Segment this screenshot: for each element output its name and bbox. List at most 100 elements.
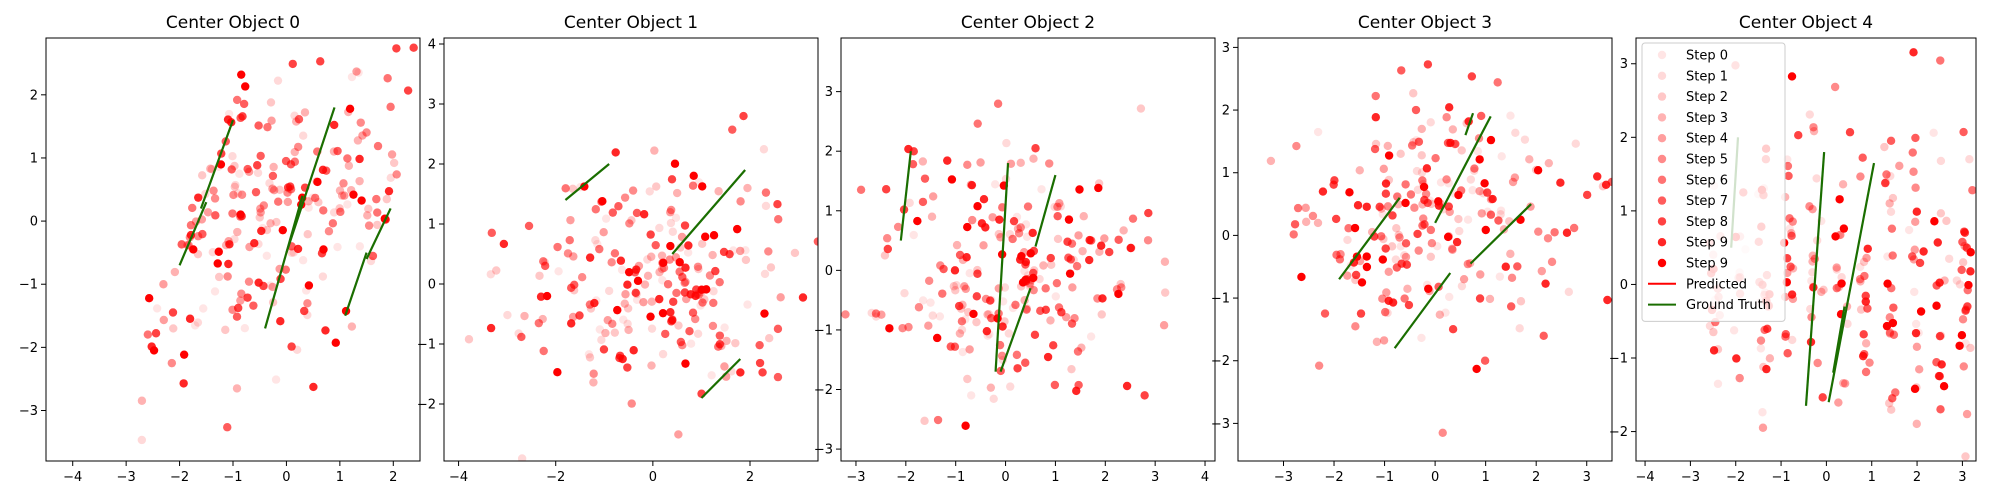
data-point — [1881, 178, 1890, 188]
data-point — [671, 213, 681, 223]
data-point — [1787, 231, 1796, 241]
data-point — [1362, 262, 1372, 272]
data-point — [967, 180, 977, 190]
data-point — [651, 240, 660, 250]
data-point — [1541, 279, 1550, 288]
data-point — [1475, 155, 1484, 164]
data-point — [299, 131, 308, 140]
data-point — [597, 335, 606, 345]
data-point — [1400, 251, 1409, 260]
data-point — [982, 326, 992, 336]
data-point — [965, 345, 974, 354]
data-point — [909, 230, 918, 240]
data-point — [1096, 241, 1106, 250]
data-point — [989, 394, 998, 403]
data-point — [1912, 419, 1921, 429]
data-point — [313, 177, 322, 187]
data-point — [230, 182, 240, 192]
data-point — [356, 118, 365, 127]
data-point — [1050, 380, 1060, 390]
data-point — [250, 239, 259, 248]
y-tick-label: −1 — [1609, 352, 1628, 367]
data-point — [1837, 279, 1846, 288]
data-point — [668, 316, 677, 325]
data-point — [1564, 287, 1574, 297]
ground-truth-line — [1034, 174, 1057, 247]
data-point — [1041, 284, 1050, 293]
data-point — [736, 368, 745, 377]
data-point — [1813, 358, 1822, 368]
data-point — [1301, 217, 1311, 227]
data-point — [1494, 216, 1503, 225]
data-point — [1136, 104, 1146, 113]
data-point — [1435, 310, 1445, 319]
data-point — [339, 179, 348, 188]
data-point — [1935, 371, 1944, 381]
chart-title: Center Object 0 — [166, 13, 300, 33]
data-point — [276, 317, 285, 326]
data-point — [1838, 180, 1848, 189]
data-point — [627, 216, 636, 225]
data-point — [343, 154, 352, 163]
data-point — [1047, 260, 1056, 269]
data-point — [1159, 321, 1169, 330]
ground-truth-line — [1393, 272, 1452, 349]
data-point — [1418, 176, 1427, 185]
y-tick-label: 1 — [825, 204, 833, 219]
data-point — [179, 379, 188, 388]
data-point — [1909, 48, 1918, 57]
data-point — [1783, 161, 1793, 171]
panel-3: −3 −2 −1 0 1 2 3 −3 −2 −1 0 1 2 3 Center Object 3 — [1211, 13, 1613, 485]
x-tick-label: 0 — [1822, 470, 1830, 485]
data-point — [1343, 235, 1352, 245]
data-point — [1126, 243, 1135, 253]
data-point — [1387, 242, 1397, 251]
data-point — [333, 146, 342, 156]
data-point — [715, 340, 725, 349]
axes-frame — [443, 37, 819, 462]
data-point — [631, 288, 640, 298]
data-point — [1960, 228, 1970, 237]
data-point — [198, 229, 207, 239]
data-point — [1411, 105, 1421, 115]
data-point — [1402, 260, 1412, 269]
data-point — [1562, 228, 1572, 237]
data-point — [1571, 139, 1580, 148]
data-point — [1017, 252, 1026, 261]
data-point — [1887, 405, 1896, 414]
data-point — [669, 297, 678, 306]
data-point — [239, 99, 249, 109]
data-point — [1116, 279, 1125, 289]
ground-truth-line — [1338, 197, 1401, 280]
data-point — [933, 415, 943, 425]
data-point — [1396, 149, 1405, 159]
data-point — [1830, 82, 1840, 92]
data-point — [1301, 203, 1310, 213]
data-point — [347, 72, 357, 82]
data-point — [1381, 189, 1391, 198]
data-point — [1448, 324, 1458, 334]
data-point — [213, 259, 222, 268]
data-point — [1556, 178, 1565, 187]
data-point — [972, 292, 982, 301]
data-point — [1410, 203, 1419, 212]
x-tick-label: −3 — [1274, 470, 1293, 485]
data-point — [676, 337, 686, 347]
legend-label: Step 3 — [1686, 111, 1728, 126]
data-point — [1475, 186, 1484, 196]
x-tick-label: −2 — [546, 470, 565, 485]
y-tick-label: −3 — [1211, 417, 1230, 432]
data-point — [1417, 333, 1426, 343]
legend-label: Step 2 — [1686, 90, 1728, 105]
data-point — [709, 287, 718, 296]
data-point — [1895, 161, 1904, 171]
data-point — [1356, 309, 1366, 318]
y-tick-label: 1 — [1620, 204, 1628, 219]
data-point — [232, 384, 242, 393]
data-point — [589, 378, 598, 387]
data-point — [709, 231, 719, 240]
data-point — [1817, 287, 1826, 297]
data-point — [1362, 252, 1371, 261]
data-point — [1762, 364, 1771, 374]
data-point — [1457, 146, 1466, 155]
